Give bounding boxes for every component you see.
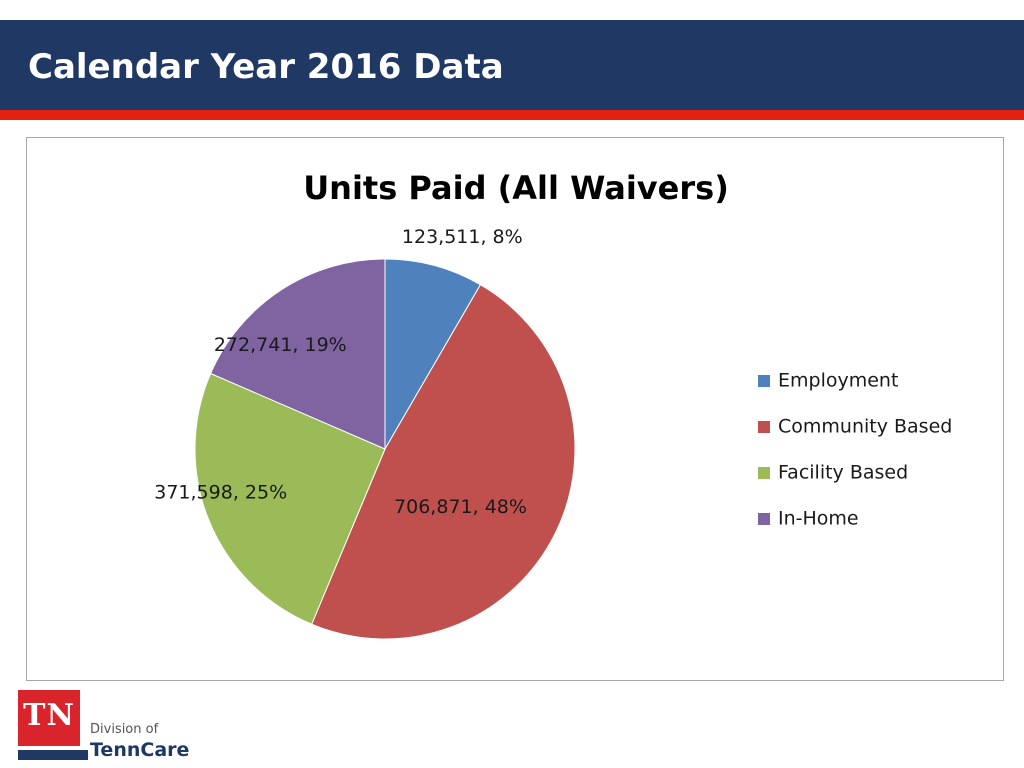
header-accent-rule — [0, 110, 1024, 120]
data-label-community-based: 706,871, 48% — [394, 496, 527, 518]
pie-slice-community-based — [310, 284, 576, 640]
chart-legend: Employment Community Based Facility Based I… — [758, 370, 952, 530]
tenncare-logo: TN Division of TennCare — [18, 690, 218, 764]
pie-data-labels: 123,511, 8% 706,871, 48% 371,598, 25% 272,7… — [154, 226, 527, 518]
legend-label-in-home: In-Home — [778, 508, 859, 530]
logo-abbr: TN — [23, 698, 75, 733]
data-label-employment: 123,511, 8% — [402, 226, 523, 248]
pie-slices — [194, 258, 576, 640]
pie-chart: Units Paid (All Waivers) 123,511, 8% 706,… — [154, 169, 952, 640]
chart-frame: Units Paid (All Waivers) 123,511, 8% 706,… — [26, 137, 1004, 681]
logo-name-text: TennCare — [90, 739, 190, 761]
pie-slice-employment — [384, 258, 482, 451]
pie-slice-facility-based — [194, 372, 386, 625]
chart-title: Units Paid (All Waivers) — [303, 169, 729, 207]
legend-swatch-facility-based — [758, 467, 770, 479]
data-label-facility-based: 371,598, 25% — [154, 482, 287, 504]
logo-division-text: Division of — [90, 722, 159, 737]
data-label-in-home: 272,741, 19% — [214, 334, 347, 356]
logo-badge: TN — [18, 690, 80, 746]
legend-label-facility-based: Facility Based — [778, 462, 908, 484]
slide-title: Calendar Year 2016 Data — [28, 47, 504, 87]
pie-slice-in-home — [209, 258, 386, 450]
legend-label-employment: Employment — [778, 370, 898, 392]
legend-label-community-based: Community Based — [778, 416, 952, 438]
legend-swatch-in-home — [758, 513, 770, 525]
legend-swatch-employment — [758, 375, 770, 387]
legend-swatch-community-based — [758, 421, 770, 433]
logo-underline — [18, 750, 88, 760]
header-bar — [0, 20, 1024, 110]
